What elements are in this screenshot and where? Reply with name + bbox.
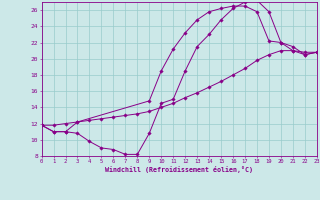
X-axis label: Windchill (Refroidissement éolien,°C): Windchill (Refroidissement éolien,°C) (105, 166, 253, 173)
